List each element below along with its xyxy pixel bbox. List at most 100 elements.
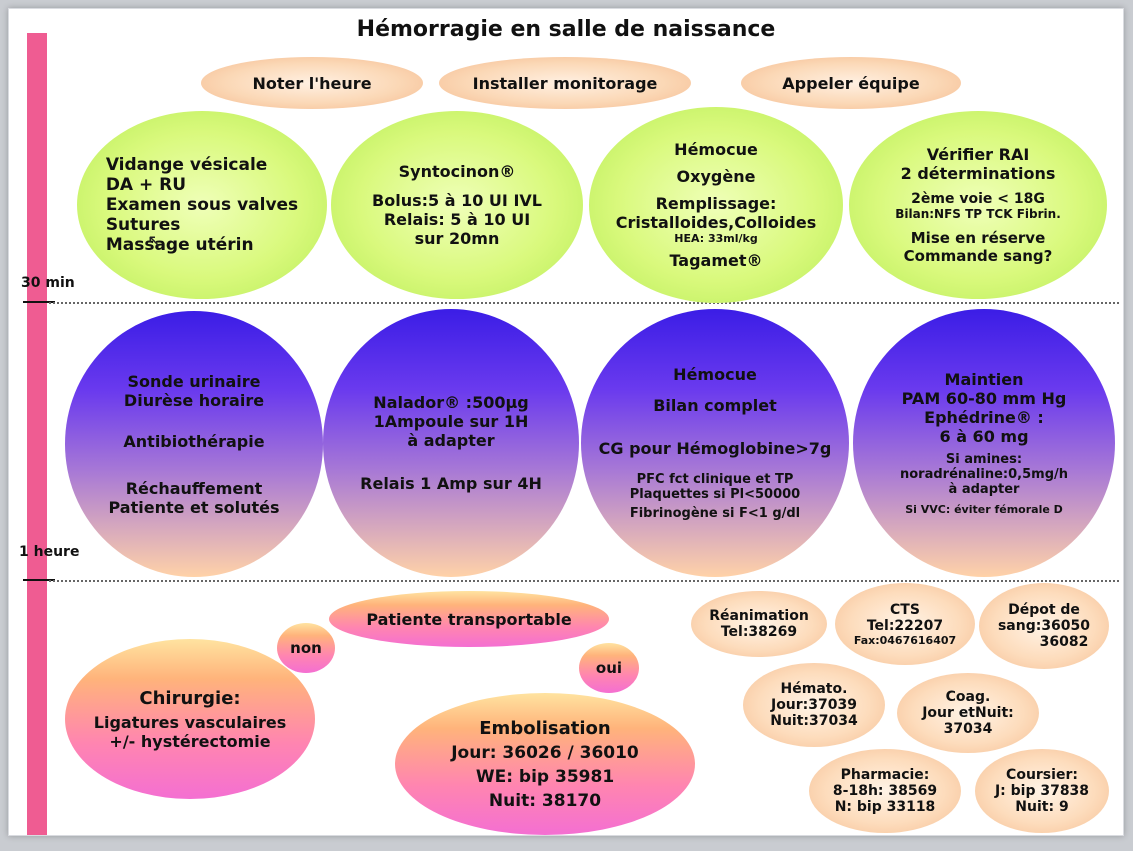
contact-reanimation: Réanimation Tel:38269	[691, 591, 827, 657]
bubble-embolisation: Embolisation Jour: 36026 / 36010 WE: bip…	[395, 693, 695, 835]
text-line: 2ème voie < 18G	[911, 191, 1045, 207]
page-title: Hémorragie en salle de naissance	[356, 17, 776, 42]
text-line: Sonde urinaire	[127, 371, 261, 391]
text-line: Nalador® :500µg	[373, 393, 529, 412]
text-line: PAM 60-80 mm Hg	[901, 389, 1067, 408]
text-line: HEA: 33ml/kg	[674, 232, 758, 245]
circle-verifier-rai: Vérifier RAI 2 déterminations 2ème voie …	[849, 111, 1107, 299]
text-line: Jour: 36026 / 36010	[451, 742, 639, 763]
text-line: Cristalloides,Colloides	[615, 213, 817, 232]
text-line: DA + RU	[105, 175, 187, 195]
text-line: Patiente et solutés	[108, 497, 280, 517]
text-line: Si amines:	[945, 452, 1023, 467]
text-line: CTS	[890, 601, 920, 618]
text-line: Jour etNuit:	[922, 705, 1014, 721]
text-line: PFC fct clinique et TP	[636, 472, 794, 487]
pill-installer-monitorage: Installer monitorage	[439, 57, 691, 109]
text-line: Examen sous valves	[105, 195, 299, 215]
text-line: J: bip 37838	[994, 783, 1090, 799]
text-line: N: bip 33118	[834, 799, 936, 815]
text-line: sang:36050	[997, 618, 1091, 634]
text-line: Embolisation	[479, 717, 611, 739]
text-line: Fibrinogène si F<1 g/dl	[629, 506, 801, 521]
text-line: 1Ampoule sur 1H	[373, 412, 529, 431]
circle-gestes-initiaux: Vidange vésicale DA + RU Examen sous val…	[77, 111, 327, 299]
contact-hemato: Hémato. Jour:37039 Nuit:37034	[743, 663, 885, 747]
text-line: Vidange vésicale	[105, 155, 268, 175]
text-line: Ligatures vasculaires	[93, 712, 287, 732]
text-line: Commande sang?	[903, 247, 1053, 265]
text-line: Coursier:	[1006, 767, 1078, 783]
tick-30min	[23, 301, 55, 303]
text-line: Dépot de	[1008, 602, 1080, 618]
slide: Hémorragie en salle de naissance 30 min …	[8, 8, 1124, 836]
text-line: Nuit: 9	[1015, 799, 1069, 815]
text-line: Si VVC: éviter fémorale D	[905, 503, 1063, 516]
text-line: Sutures	[105, 215, 181, 235]
text-line: Maintien	[944, 370, 1024, 389]
text-line: à adapter	[948, 482, 1020, 497]
bubble-non: non	[277, 623, 335, 673]
tick-1heure	[23, 579, 55, 581]
text-line: Réchauffement	[125, 478, 263, 498]
divider-30min	[49, 302, 1119, 304]
text-line: +/- hystérectomie	[109, 731, 271, 751]
text-line: 6 à 60 mg	[939, 427, 1029, 446]
contact-pharmacie: Pharmacie: 8-18h: 38569 N: bip 33118	[809, 749, 961, 833]
mouse-cursor-icon: ↖	[147, 231, 163, 252]
text-line: WE: bip 35981	[475, 766, 615, 787]
text-line: Plaquettes si Pl<50000	[629, 487, 801, 502]
pill-label: Noter l'heure	[252, 73, 372, 93]
contact-depot-sang: Dépot de sang:36050 36082	[979, 583, 1109, 669]
circle-hemocue-oxygene: Hémocue Oxygène Remplissage: Cristalloid…	[589, 107, 843, 303]
bubble-oui: oui	[579, 643, 639, 693]
text-line: Jour:37039	[770, 697, 857, 713]
bubble-patiente-transportable: Patiente transportable	[329, 591, 609, 647]
text-line: Hémocue	[674, 140, 758, 159]
text-line: Syntocinon®	[398, 162, 516, 181]
divider-1heure	[49, 580, 1119, 582]
timeline-bar	[27, 33, 47, 835]
circle-maintien-pam: Maintien PAM 60-80 mm Hg Ephédrine® : 6 …	[853, 309, 1115, 577]
text-line: Coag.	[945, 689, 991, 705]
text-line: 37034	[943, 721, 993, 737]
text-line: Tel:38269	[720, 624, 798, 640]
text-line: noradrénaline:0,5mg/h	[900, 467, 1068, 482]
text-line: Chirurgie:	[139, 687, 241, 709]
text-line: Oxygène	[676, 167, 756, 186]
text-line: Vérifier RAI	[926, 145, 1030, 164]
text-line: Réanimation	[709, 608, 809, 624]
contact-cts: CTS Tel:22207 Fax:0467616407	[835, 583, 975, 665]
text-line: CG pour Hémoglobine>7g	[598, 439, 832, 458]
text-line: oui	[595, 659, 623, 677]
text-line: Patiente transportable	[366, 609, 572, 629]
text-line: Tagamet®	[669, 251, 763, 270]
circle-sonde-urinaire: Sonde urinaire Diurèse horaire Antibioth…	[65, 311, 323, 577]
text-line: Bilan:NFS TP TCK Fibrin.	[895, 207, 1061, 221]
text-line: Tel:22207	[866, 617, 944, 634]
text-line: Antibiothérapie	[123, 431, 265, 451]
text-line: Remplissage:	[655, 194, 777, 213]
circle-nalador: Nalador® :500µg 1Ampoule sur 1H à adapte…	[323, 309, 579, 577]
timeline-label-30min: 30 min	[21, 275, 75, 291]
text-line: Relais: 5 à 10 UI	[383, 210, 531, 229]
text-line: sur 20mn	[414, 229, 500, 248]
bubble-chirurgie: Chirurgie: Ligatures vasculaires +/- hys…	[65, 639, 315, 799]
text-line: Bolus:5 à 10 UI IVL	[372, 191, 542, 210]
text-line: Diurèse horaire	[123, 390, 265, 410]
text-line: Ephédrine® :	[924, 408, 1044, 427]
circle-syntocinon: Syntocinon® Bolus:5 à 10 UI IVL Relais: …	[331, 111, 583, 299]
pill-label: Appeler équipe	[782, 73, 920, 93]
text-line: à adapter	[407, 431, 495, 450]
text-line: 36082	[1039, 634, 1089, 650]
pill-label: Installer monitorage	[472, 73, 658, 93]
text-line: Hémocue	[673, 365, 757, 384]
text-line: Nuit:37034	[770, 713, 858, 729]
text-line: Bilan complet	[653, 396, 777, 415]
text-line: 2 déterminations	[900, 164, 1056, 183]
contact-coag: Coag. Jour etNuit: 37034	[897, 673, 1039, 753]
text-line: 8-18h: 38569	[832, 783, 938, 799]
text-line: Relais 1 Amp sur 4H	[360, 474, 542, 493]
pill-noter-heure: Noter l'heure	[201, 57, 423, 109]
text-line: Mise en réserve	[910, 229, 1046, 247]
